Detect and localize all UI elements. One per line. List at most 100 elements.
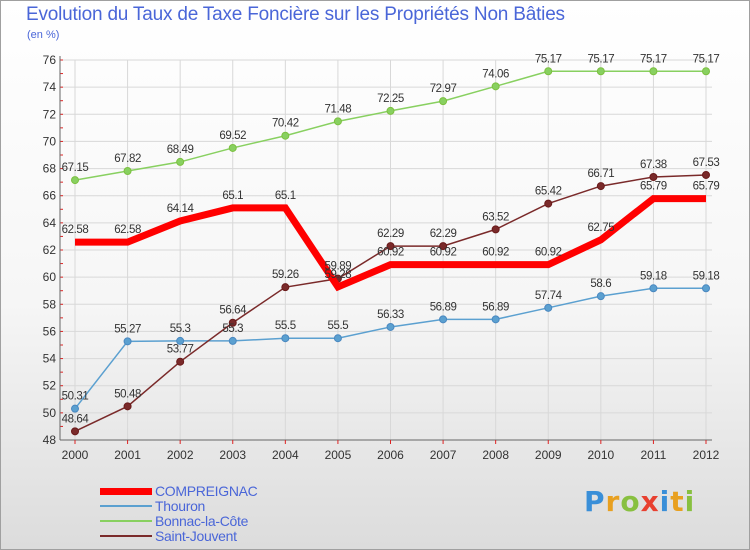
legend-swatch-thouron xyxy=(100,505,152,507)
data-label: 68.49 xyxy=(167,144,194,156)
x-tick-label: 2005 xyxy=(325,448,352,462)
logo-letter: o xyxy=(620,485,641,518)
data-label: 71.48 xyxy=(325,103,352,115)
data-label: 63.52 xyxy=(482,211,509,223)
data-label: 67.53 xyxy=(693,157,720,169)
x-tick-label: 2009 xyxy=(535,448,562,462)
data-point xyxy=(281,131,290,140)
data-point xyxy=(333,117,342,126)
y-tick-label: 74 xyxy=(43,80,57,94)
data-point xyxy=(176,336,185,345)
data-point xyxy=(176,357,185,366)
data-point xyxy=(702,170,710,179)
data-label: 56.89 xyxy=(482,301,509,313)
x-tick-label: 2008 xyxy=(482,448,509,462)
data-label: 72.97 xyxy=(430,83,457,95)
data-point xyxy=(333,334,342,343)
series-lines xyxy=(71,67,710,436)
data-label: 62.29 xyxy=(377,228,404,240)
data-point xyxy=(228,318,237,327)
data-point xyxy=(649,172,658,181)
data-label: 59.26 xyxy=(272,269,299,281)
data-label: 65.1 xyxy=(222,190,243,202)
series-line-0 xyxy=(75,195,706,292)
data-label: 50.48 xyxy=(114,388,141,400)
data-point xyxy=(491,82,500,91)
data-point xyxy=(649,284,658,293)
data-label: 65.79 xyxy=(640,181,667,193)
data-label: 60.92 xyxy=(377,247,404,259)
logo-letter: x xyxy=(640,485,660,518)
data-point xyxy=(123,167,132,176)
legend-label-bonnac: Bonnac-la-Côte xyxy=(155,513,249,529)
y-tick-label: 60 xyxy=(43,270,57,284)
data-label: 59.89 xyxy=(325,261,352,273)
data-label: 55.5 xyxy=(275,320,296,332)
data-point xyxy=(649,67,658,76)
data-point xyxy=(596,67,605,76)
data-point xyxy=(544,303,553,312)
y-tick-label: 64 xyxy=(43,216,57,230)
y-tick-label: 72 xyxy=(43,107,57,121)
data-label: 67.82 xyxy=(114,153,141,165)
data-label: 56.33 xyxy=(377,309,404,321)
data-label: 55.5 xyxy=(328,320,349,332)
data-label: 70.42 xyxy=(272,118,299,130)
grid-lines xyxy=(60,59,712,441)
data-label: 50.31 xyxy=(62,391,89,403)
legend-label-saint-jouvent: Saint-Jouvent xyxy=(155,528,237,544)
legend-swatch-compreignac xyxy=(100,488,152,495)
data-point xyxy=(491,315,500,324)
data-label: 75.17 xyxy=(693,53,720,65)
data-point xyxy=(123,337,132,346)
x-tick-label: 2011 xyxy=(641,448,667,462)
y-tick-label: 70 xyxy=(43,134,57,148)
logo-letter: r xyxy=(605,485,621,518)
data-label: 75.17 xyxy=(587,53,614,65)
x-tick-label: 2003 xyxy=(219,448,246,462)
data-label: 53.77 xyxy=(167,344,194,356)
data-point xyxy=(386,242,395,251)
data-label: 56.64 xyxy=(219,305,247,317)
data-point xyxy=(439,242,448,251)
x-tick-label: 2007 xyxy=(430,448,457,462)
data-label: 55.3 xyxy=(170,323,191,335)
x-tick-label: 2012 xyxy=(693,448,720,462)
data-label: 65.42 xyxy=(535,186,562,198)
logo-letter: P xyxy=(584,485,606,518)
y-tick-label: 48 xyxy=(43,433,57,447)
logo-letter: i xyxy=(684,485,696,518)
data-label: 64.14 xyxy=(167,203,195,215)
y-tick-label: 66 xyxy=(43,189,57,203)
y-tick-label: 58 xyxy=(43,297,57,311)
data-point xyxy=(439,315,448,324)
proxiti-logo: Proxiti xyxy=(584,485,695,518)
data-point xyxy=(702,284,710,293)
legend-swatch-bonnac xyxy=(100,520,152,522)
data-point xyxy=(228,336,237,345)
data-label: 62.29 xyxy=(430,228,457,240)
data-label: 62.58 xyxy=(62,224,89,236)
y-tick-label: 54 xyxy=(43,352,57,366)
x-tick-label: 2004 xyxy=(272,448,299,462)
data-label: 55.3 xyxy=(222,323,243,335)
data-label: 74.06 xyxy=(482,68,509,80)
y-tick-label: 68 xyxy=(43,162,57,176)
data-point xyxy=(281,334,290,343)
data-label: 60.92 xyxy=(535,247,562,259)
chart-unit-label: (en %) xyxy=(27,29,60,41)
y-tick-label: 76 xyxy=(43,53,57,67)
data-point xyxy=(71,176,79,185)
data-point xyxy=(228,143,237,152)
data-label: 48.64 xyxy=(62,413,90,425)
y-tick-label: 62 xyxy=(43,243,57,257)
data-label: 59.28 xyxy=(325,269,352,281)
x-tick-label: 2010 xyxy=(587,448,614,462)
data-point xyxy=(596,182,605,191)
data-point xyxy=(386,322,395,331)
data-label: 72.25 xyxy=(377,93,404,105)
data-label: 65.1 xyxy=(275,190,296,202)
y-tick-label: 52 xyxy=(43,379,57,393)
data-point xyxy=(176,157,185,166)
